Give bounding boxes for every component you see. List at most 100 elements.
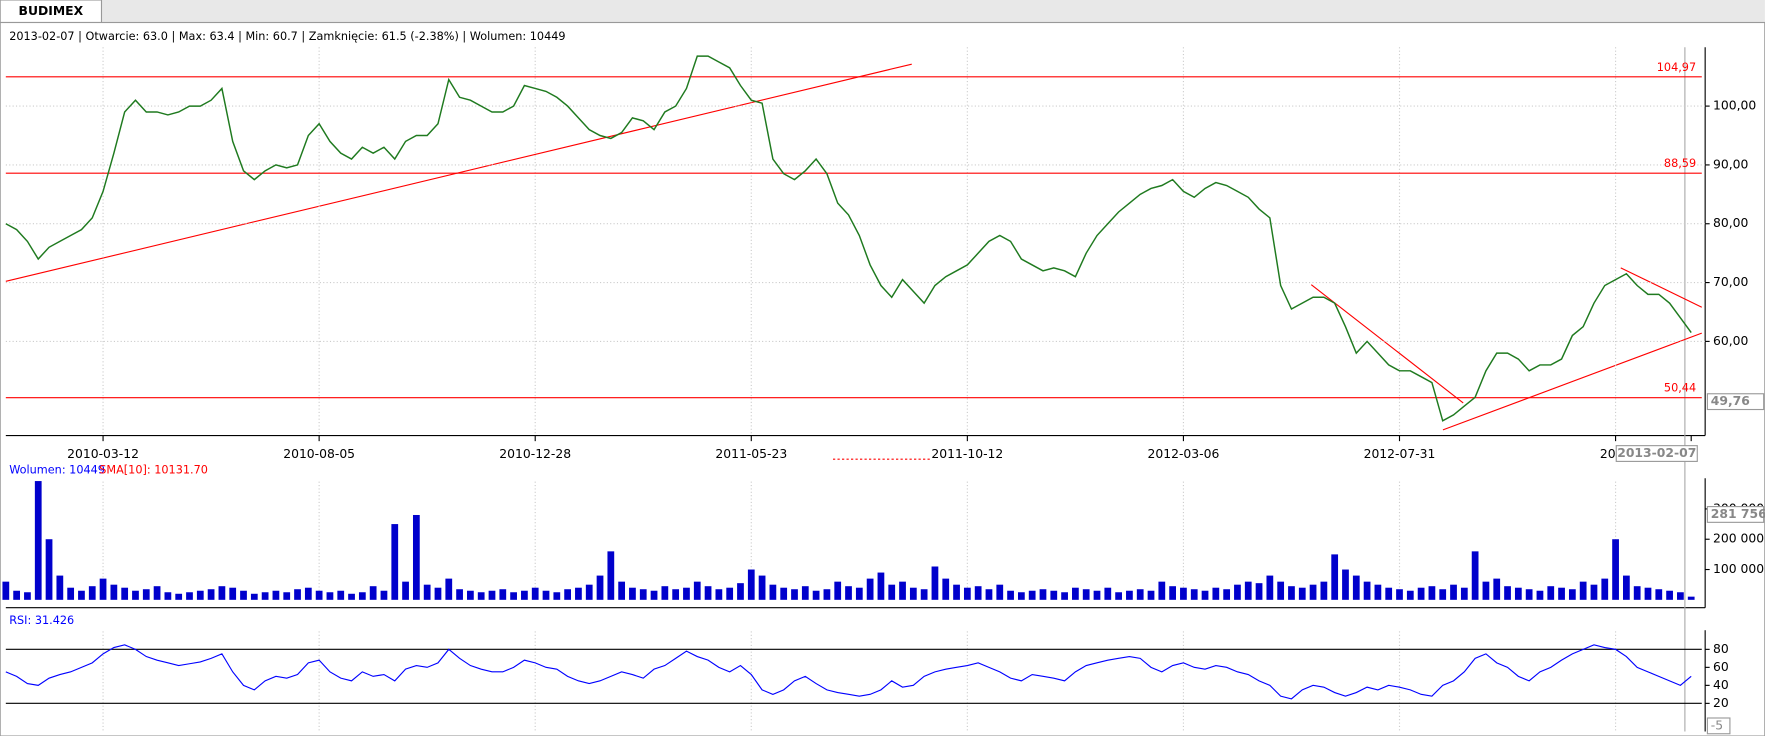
volume-bar [121, 587, 129, 600]
volume-bar [1331, 554, 1339, 600]
y-tick-label: 60,00 [1713, 334, 1749, 348]
volume-bar [369, 586, 377, 600]
volume-bar [1547, 586, 1555, 600]
volume-bar [575, 587, 582, 600]
volume-bar [153, 586, 161, 600]
volume-bar [1158, 581, 1166, 600]
volume-bar [250, 593, 258, 600]
volume-bar [834, 581, 842, 600]
volume-bar [1190, 589, 1198, 600]
volume-bar [1050, 590, 1058, 600]
volume-bar [175, 593, 183, 600]
volume-bar [13, 590, 21, 600]
volume-bar [1017, 592, 1025, 600]
value-box [1706, 506, 1765, 523]
volume-bar [931, 566, 939, 600]
date-box [1615, 445, 1698, 462]
x-tick-label: 2011-05-23 [715, 447, 787, 461]
volume-bar [294, 589, 301, 600]
volume-bar [1460, 587, 1468, 600]
volume-bar [683, 587, 690, 600]
volume-bar [1482, 581, 1490, 600]
volume-bar [845, 586, 852, 600]
volume-bar [672, 589, 680, 600]
volume-bar [629, 587, 636, 600]
volume-bar [1093, 590, 1101, 600]
date-box-label: 2013-02-07 [1617, 446, 1696, 460]
volume-bar [445, 578, 453, 600]
volume-bar [661, 586, 669, 600]
volume-bar [110, 584, 118, 600]
volume-bar [1633, 586, 1641, 600]
volume-bar [78, 590, 85, 600]
volume-bar [963, 587, 971, 600]
tab-bar [0, 0, 1765, 23]
level-label: 88,59 [1664, 157, 1696, 170]
x-tick-label: 2010-03-12 [67, 447, 139, 461]
volume-bar [1180, 587, 1187, 600]
volume-bar [1201, 590, 1209, 600]
rsi-line [5, 644, 1692, 700]
volume-bar [304, 587, 312, 600]
volume-bar [1223, 589, 1231, 600]
volume-bar [88, 586, 96, 600]
x-tick-label: 2010-08-05 [283, 447, 355, 461]
volume-bar [196, 590, 204, 600]
y-tick-label: 70,00 [1713, 275, 1749, 289]
volume-bar [402, 581, 409, 600]
volume-bar [920, 589, 928, 600]
volume-bar [1666, 590, 1673, 600]
volume-bar [1028, 590, 1036, 600]
volume-bar [132, 590, 139, 600]
volume-bar [1623, 575, 1630, 600]
volume-bar [142, 589, 150, 600]
volume-bar [1590, 584, 1598, 600]
volume-bar [1212, 587, 1220, 600]
volume-bar [1266, 575, 1274, 600]
volume-bar [1471, 551, 1479, 600]
volume-bar [801, 586, 809, 600]
volume-bar [380, 590, 388, 600]
volume-bar [823, 589, 831, 600]
volume-bar [1504, 586, 1511, 600]
volume-bar [1061, 592, 1068, 600]
volume-bar [1104, 587, 1112, 600]
trend-line [1442, 332, 1702, 431]
volume-bar [488, 590, 496, 600]
volume-bar [1525, 589, 1533, 600]
volume-bar [1320, 581, 1328, 600]
volume-bar [618, 581, 626, 600]
y-tick-label: 80,00 [1713, 216, 1749, 230]
volume-bar [1298, 587, 1306, 600]
volume-bar [1579, 581, 1587, 600]
volume-bar [434, 587, 442, 600]
x-tick-label: 2012-03-06 [1148, 447, 1220, 461]
volume-bar [607, 551, 615, 600]
info-line: 2013-02-07 | Otwarcie: 63.0 | Max: 63.4 … [9, 30, 565, 43]
volume-bar [1039, 589, 1047, 600]
volume-bar [1072, 587, 1079, 600]
price-line [5, 55, 1692, 422]
x-tick-label: 2012-07-31 [1364, 447, 1436, 461]
volume-bar [1655, 589, 1663, 600]
volume-bar [737, 583, 744, 600]
y-tick-label: 40 [1713, 678, 1729, 692]
volume-bar [953, 584, 960, 600]
volume-bar [1255, 583, 1263, 600]
level-label: 104,97 [1657, 61, 1696, 74]
y-tick-label: 90,00 [1713, 157, 1749, 171]
volume-bar [67, 587, 75, 600]
volume-bar [456, 589, 463, 600]
volume-bar [1288, 586, 1295, 600]
tab-label[interactable]: BUDIMEX [19, 4, 84, 18]
volume-bar [585, 584, 593, 600]
volume-bar [1136, 589, 1144, 600]
volume-bar [942, 578, 950, 600]
volume-bar [1342, 569, 1349, 600]
volume-bar [1450, 584, 1457, 600]
volume-bar [866, 578, 874, 600]
volume-bar [812, 590, 820, 600]
volume-bar [1644, 587, 1652, 600]
volume-bar [1601, 578, 1609, 600]
volume-bar [1417, 587, 1425, 600]
